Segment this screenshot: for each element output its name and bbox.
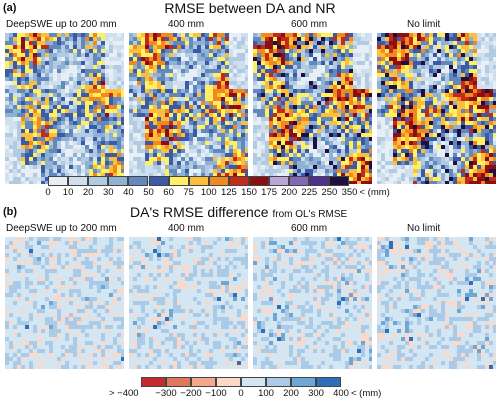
panel-b-subtitle: from OL's RMSE xyxy=(272,209,348,220)
colorbar-tick-label: 200 xyxy=(283,388,299,399)
panel-a-label-400: 400 mm xyxy=(168,19,205,30)
colorbar-swatch xyxy=(208,176,229,186)
colorbar-swatch xyxy=(249,176,270,186)
colorbar-tick-label: 100 xyxy=(200,187,217,198)
panel-a-label-nolimit: No limit xyxy=(407,19,441,30)
colorbar-tick-label: 40 xyxy=(123,187,134,198)
colorbar-tick-label: 75 xyxy=(183,187,194,198)
colorbar-prefix-label: > −400 xyxy=(109,388,139,399)
colorbar-tick-label: 225 xyxy=(301,187,318,198)
colorbar-swatch xyxy=(241,377,266,387)
colorbar-swatch xyxy=(329,176,350,186)
colorbar-swatch xyxy=(188,176,209,186)
colorbar-tick-label: 20 xyxy=(82,187,94,198)
panel-b-label-600: 600 mm xyxy=(291,223,328,234)
colorbar-tick-label: 125 xyxy=(220,187,237,198)
colorbar-swatch xyxy=(316,377,341,387)
colorbar-tick-label: −300 xyxy=(155,388,177,399)
panel-a-label-600: 600 mm xyxy=(291,19,328,30)
colorbar-swatch xyxy=(88,176,109,186)
colorbar-swatch xyxy=(48,176,69,186)
panel-a-label-200: DeepSWE up to 200 mm xyxy=(6,19,117,30)
colorbar-swatch xyxy=(291,377,316,387)
colorbar-tick-label: 300 xyxy=(308,388,324,399)
diff-map-600mm xyxy=(253,237,372,388)
colorbar-tick-label: 60 xyxy=(163,187,174,198)
colorbar-swatch xyxy=(289,176,310,186)
colorbar-tick-label: 250 xyxy=(321,187,338,198)
colorbar-swatch xyxy=(309,176,330,186)
colorbar-tick-label: 0 xyxy=(45,187,51,198)
colorbar-swatch xyxy=(141,377,166,387)
colorbar-swatch xyxy=(128,176,149,186)
colorbar-swatch xyxy=(266,377,291,387)
colorbar-tick-label: 350 xyxy=(341,187,358,198)
colorbar-tick-label: 150 xyxy=(241,187,257,198)
diff-map-nolimit xyxy=(377,237,496,388)
rmse-map-400mm xyxy=(129,33,248,184)
panel-b-label-400: 400 mm xyxy=(168,223,205,234)
panel-b-title: DA's RMSE difference from OL's RMSE xyxy=(130,204,347,220)
colorbar-unit-label: < (mm) xyxy=(359,187,390,198)
colorbar-swatch xyxy=(108,176,129,186)
colorbar-swatch xyxy=(68,176,89,186)
colorbar-tick-label: 10 xyxy=(62,187,74,198)
panel-a-letter: (a) xyxy=(3,2,17,14)
colorbar-tick-label: 100 xyxy=(258,388,274,399)
panel-b-label-200: DeepSWE up to 200 mm xyxy=(6,223,117,234)
panel-b-letter: (b) xyxy=(3,206,18,218)
colorbar-tick-label: 0 xyxy=(238,388,244,399)
colorbar-tick-label: 200 xyxy=(281,187,298,198)
colorbar-tick-label: 30 xyxy=(103,187,114,198)
rmse-map-nolimit xyxy=(377,33,496,184)
colorbar-tick-label: −200 xyxy=(180,388,202,399)
diff-map-400mm xyxy=(129,237,248,388)
colorbar-swatch xyxy=(191,377,216,387)
colorbar-unit-label: < (mm) xyxy=(351,388,382,399)
rmse-map-200mm xyxy=(5,33,124,184)
panel-b-label-nolimit: No limit xyxy=(407,223,441,234)
colorbar-tick-label: −100 xyxy=(205,388,227,399)
colorbar-tick-label: 50 xyxy=(143,187,154,198)
colorbar-swatch xyxy=(168,176,189,186)
panel-a-title: RMSE between DA and NR xyxy=(164,0,336,16)
colorbar-swatch xyxy=(228,176,249,186)
colorbar-tick-label: 175 xyxy=(261,187,278,198)
colorbar-swatch xyxy=(269,176,290,186)
colorbar-swatch xyxy=(166,377,191,387)
colorbar-tick-label: 400 xyxy=(333,388,349,399)
panel-b-title-main: DA's RMSE difference xyxy=(130,204,269,220)
diff-map-200mm xyxy=(5,237,124,388)
colorbar-swatch xyxy=(216,377,241,387)
colorbar-swatch xyxy=(148,176,169,186)
rmse-map-600mm xyxy=(253,33,372,184)
